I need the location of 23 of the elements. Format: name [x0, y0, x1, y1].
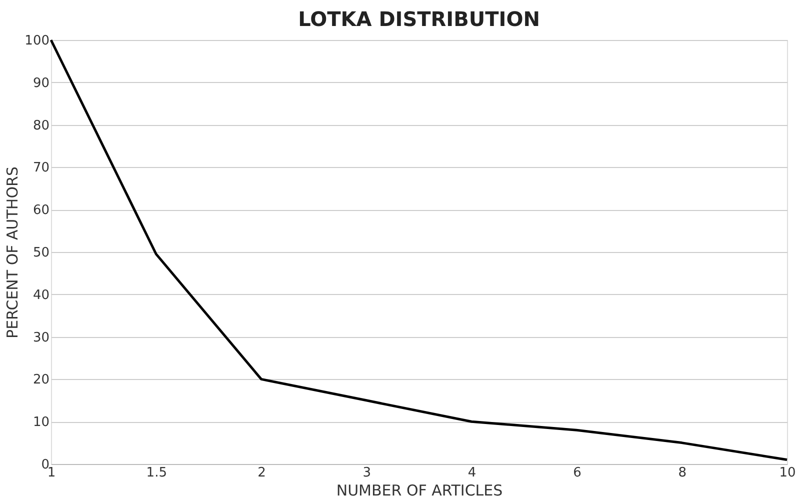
y-tick-label: 70 [32, 160, 50, 176]
y-tick-label: 30 [32, 330, 50, 346]
y-tick-label: 80 [32, 118, 50, 134]
x-tick-label: 3 [362, 466, 372, 480]
x-tick-label: 10 [779, 466, 796, 480]
y-tick-label: 100 [24, 34, 50, 48]
y-tick-label: 90 [32, 76, 50, 91]
x-tick-label: 4 [468, 466, 476, 480]
x-axis-title: NUMBER OF ARTICLES [336, 482, 503, 500]
y-tick-label: 10 [32, 415, 50, 430]
y-tick-label: 20 [32, 372, 50, 388]
x-tick-label: 6 [573, 466, 582, 480]
y-tick-label: 40 [32, 288, 50, 303]
x-tick-label: 1.5 [146, 466, 167, 480]
y-tick-label: 0 [41, 458, 50, 472]
x-tick-label: 8 [678, 466, 686, 480]
chart-title: LOTKA DISTRIBUTION [298, 7, 540, 31]
line-series [50, 38, 788, 462]
y-axis-title: PERCENT OF AUTHORS [4, 166, 22, 338]
x-tick-label: 2 [258, 466, 266, 480]
y-tick-label: 50 [32, 246, 50, 260]
y-tick-label: 60 [32, 203, 50, 218]
x-tick-label: 1 [47, 466, 56, 480]
